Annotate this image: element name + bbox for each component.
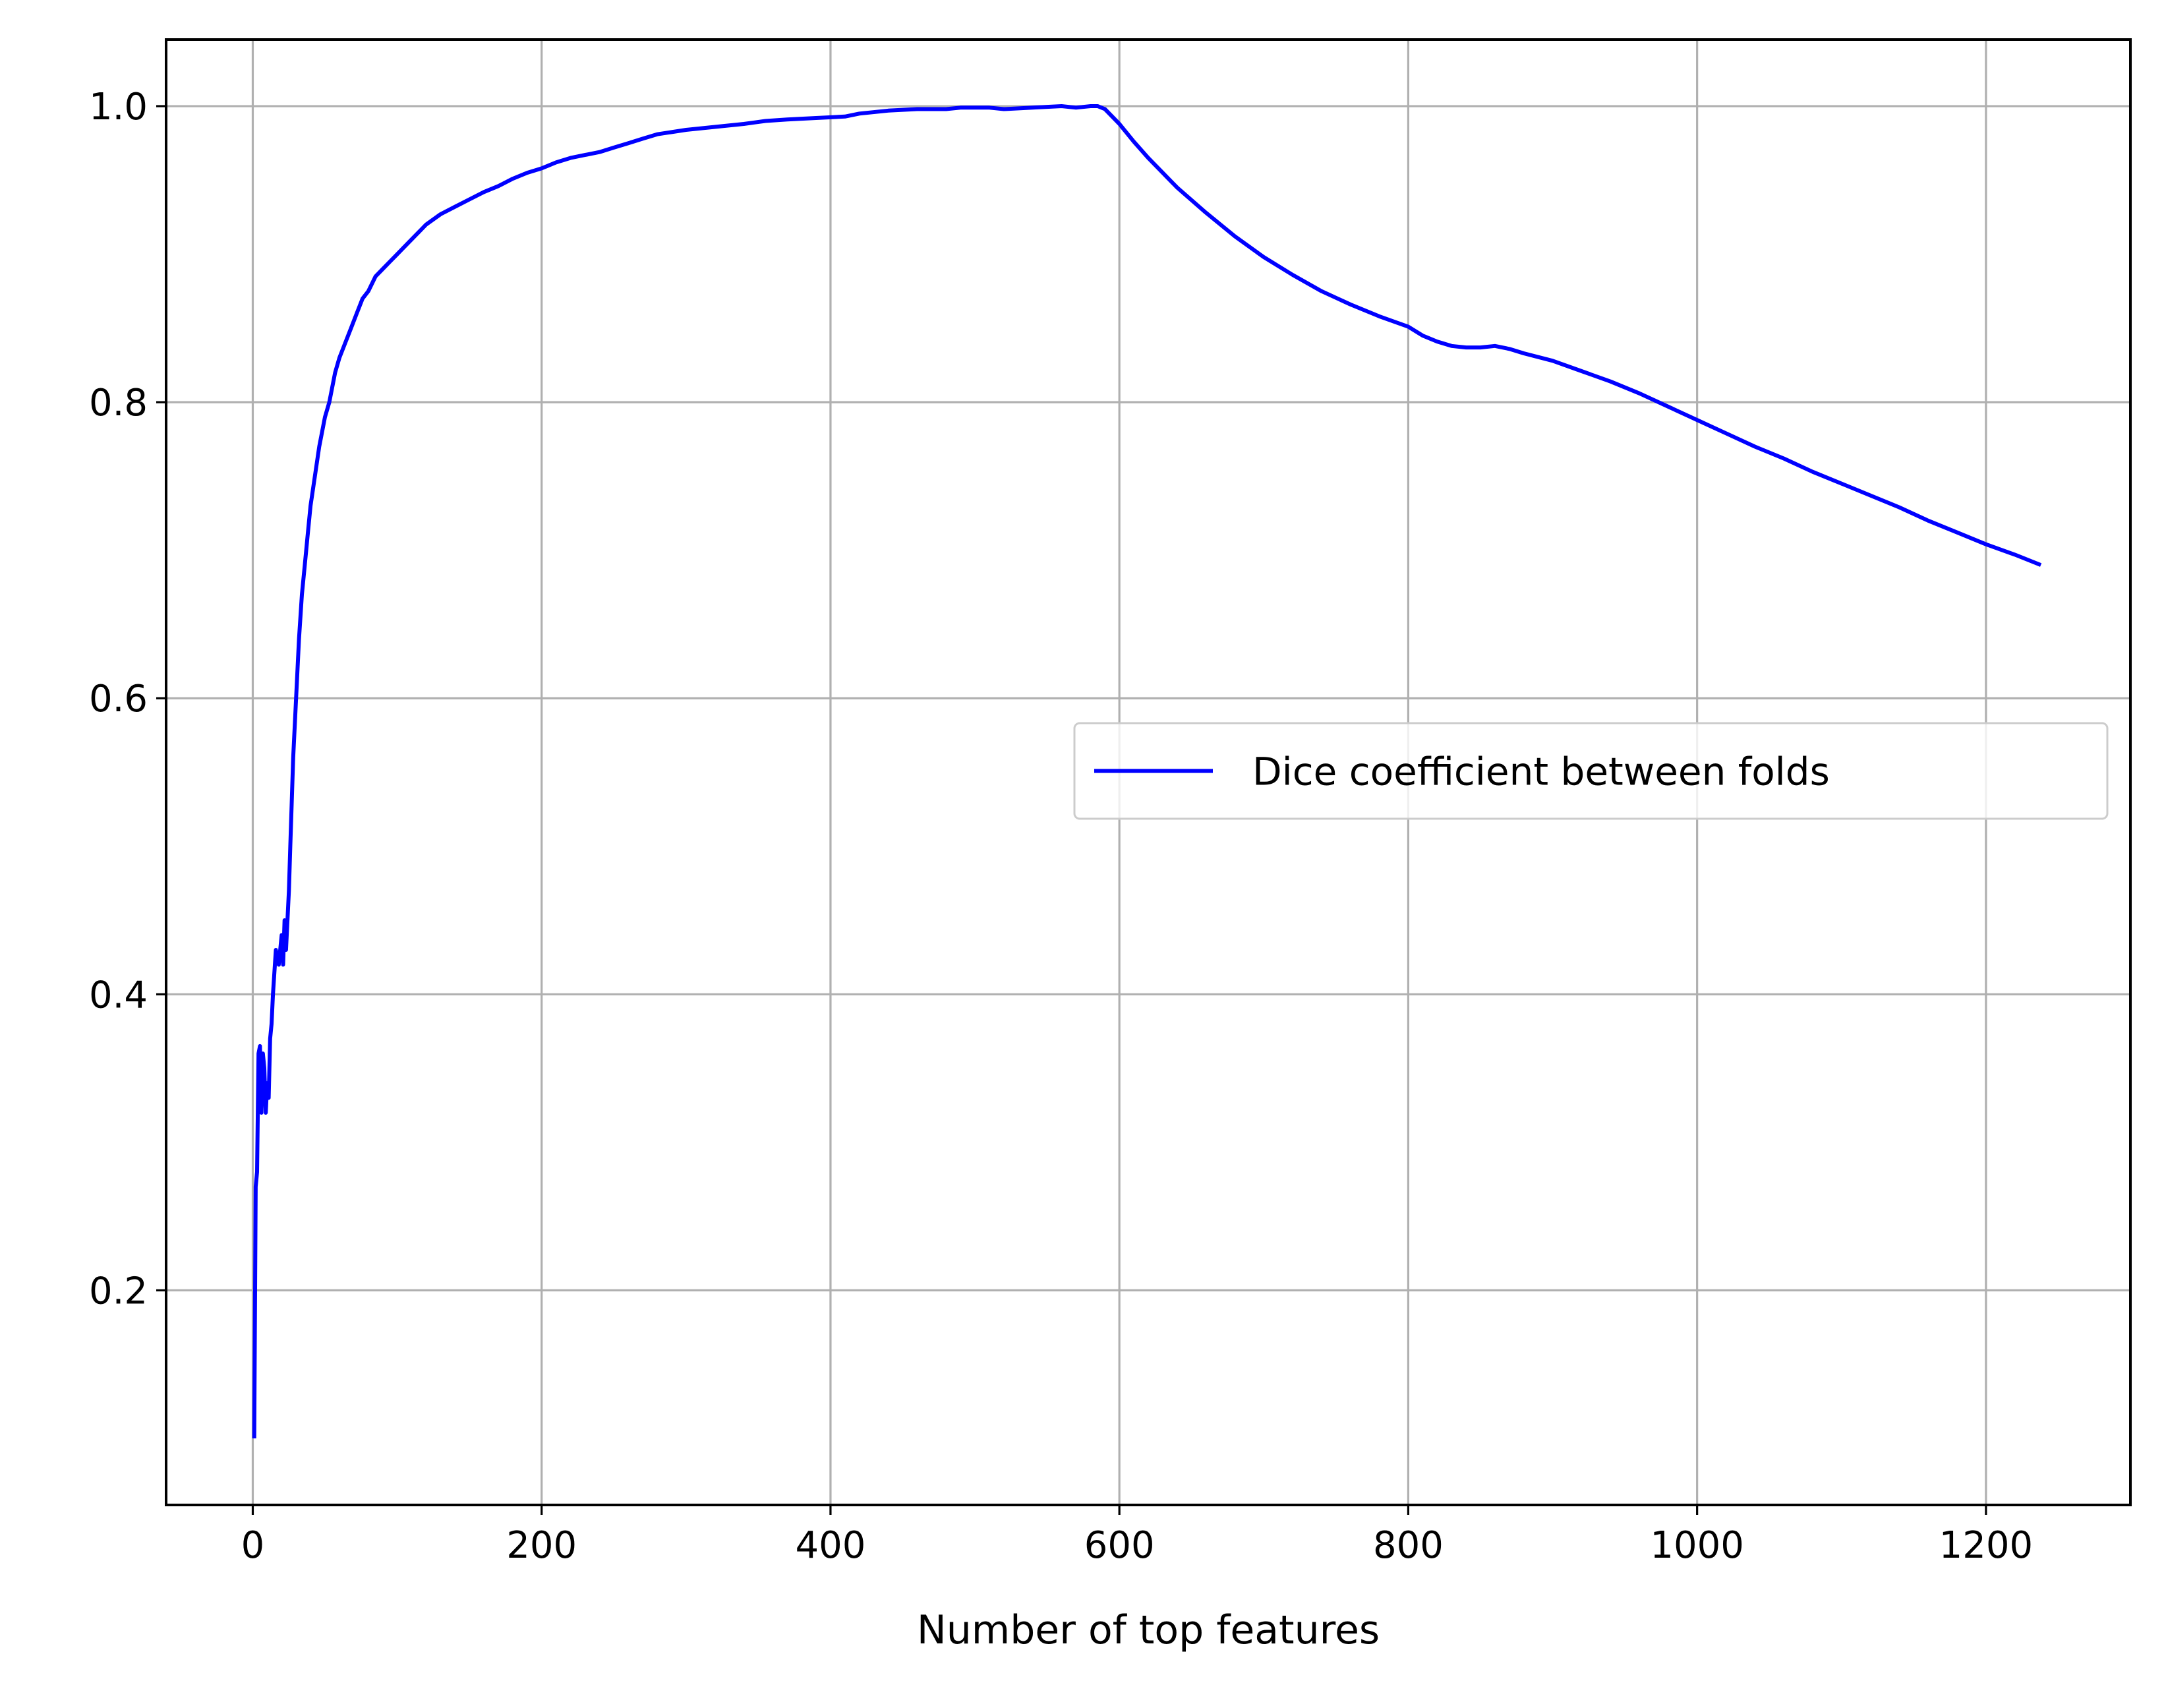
legend: Dice coefficient between folds <box>1073 722 2109 820</box>
plot-frame <box>165 38 2132 1506</box>
legend-label: Dice coefficient between folds <box>1252 750 1830 794</box>
y-tick-label: 0.8 <box>89 382 148 425</box>
legend-box <box>1073 722 2109 820</box>
x-tick-label: 1200 <box>1939 1524 2034 1567</box>
y-tick-label: 0.6 <box>89 678 148 721</box>
x-tick-label: 1000 <box>1650 1524 1744 1567</box>
tick-layer: 0 200 400 600 800 1000 1200 0.2 0.4 0.6 0.8 1.0 <box>89 86 2033 1567</box>
x-tick-label: 200 <box>506 1524 577 1567</box>
x-axis-label: Number of top features <box>917 1607 1380 1653</box>
y-tick-label: 0.4 <box>89 974 148 1016</box>
y-tick-label: 0.2 <box>89 1270 148 1312</box>
y-tick-label: 1.0 <box>89 86 148 129</box>
series-layer <box>252 104 2042 1439</box>
series-line <box>252 104 2042 1439</box>
x-tick-label: 600 <box>1084 1524 1155 1567</box>
x-tick-label: 0 <box>241 1524 265 1567</box>
x-tick-label: 400 <box>795 1524 865 1567</box>
x-tick-label: 800 <box>1373 1524 1444 1567</box>
